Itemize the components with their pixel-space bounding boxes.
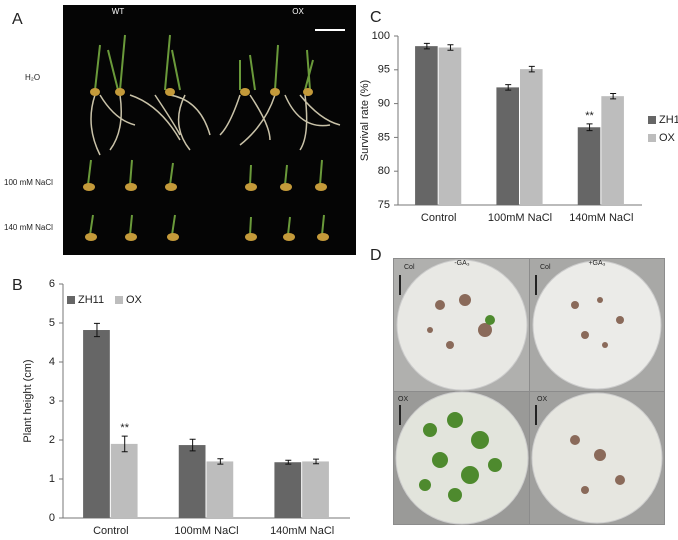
column-label: -GA₃ [454,260,469,267]
legend-swatch [67,296,75,304]
bar [415,46,438,205]
y-tick-label: 85 [378,131,390,143]
error-bar [189,438,196,452]
error-bar [285,459,292,465]
y-tick-label: 100 [372,30,390,42]
row-label: H₂O [25,73,40,82]
bar [520,69,543,206]
panel-letter: B [12,277,23,294]
annotation: ** [120,422,129,434]
x-tick-label: 100mM NaCl [488,212,552,224]
legend-swatch [115,296,123,304]
bar [496,87,519,205]
bar [178,445,206,518]
bar [438,47,462,205]
bar [83,330,110,518]
bar [206,461,234,518]
x-tick-label: Control [93,525,128,537]
y-tick-label: 0 [49,512,55,524]
plate-label: OX [537,396,547,403]
legend-swatch [648,134,656,142]
column-label: WT [112,7,125,16]
y-tick-label: 6 [49,278,55,290]
error-bar [313,458,320,465]
y-tick-label: 95 [378,64,390,76]
y-tick-label: 1 [49,473,55,485]
plate-label: Col [404,264,415,271]
y-axis-label: Plant height (cm) [22,359,34,442]
legend-label: ZH11 [78,294,104,306]
bar [110,443,138,518]
y-tick-label: 90 [378,98,390,110]
y-tick-label: 75 [378,199,390,211]
panel-letter: A [12,11,23,28]
legend-label: ZH11 [659,114,678,126]
bar [601,96,624,205]
bar [577,127,601,205]
error-bar [528,65,535,73]
legend-label: OX [659,132,676,144]
panel-letter: C [370,9,382,26]
error-bar [447,44,454,51]
plate-label: OX [398,396,408,403]
error-bar [610,92,617,100]
column-label: +GA₃ [588,260,605,267]
bar [274,462,302,518]
y-tick-label: 5 [49,317,55,329]
bar [302,461,329,518]
row-label: 100 mM NaCl [4,178,53,187]
x-tick-label: 100mM NaCl [174,525,238,537]
y-tick-label: 4 [49,356,55,368]
photo-a: WT OX [63,5,356,255]
y-tick-label: 2 [49,434,55,446]
y-tick-label: 80 [378,165,390,177]
error-bar [217,458,224,465]
y-axis-label: Survival rate (%) [359,80,371,161]
plate-label: Col [540,264,551,271]
photo-d: -GA₃ +GA₃ Col Col OX OX [393,258,665,525]
row-label: 140 mM NaCl [4,223,53,232]
legend-swatch [648,116,656,124]
panel-letter: D [370,247,382,264]
error-bar [505,84,512,91]
error-bar [586,123,593,132]
legend-label: OX [126,294,143,306]
y-tick-label: 3 [49,395,55,407]
error-bar [93,322,100,338]
x-tick-label: Control [421,212,456,224]
column-label: OX [292,7,304,16]
error-bar [423,42,430,50]
annotation: ** [585,110,594,122]
x-tick-label: 140mM NaCl [569,212,633,224]
x-tick-label: 140mM NaCl [270,525,334,537]
error-bar [121,435,128,453]
